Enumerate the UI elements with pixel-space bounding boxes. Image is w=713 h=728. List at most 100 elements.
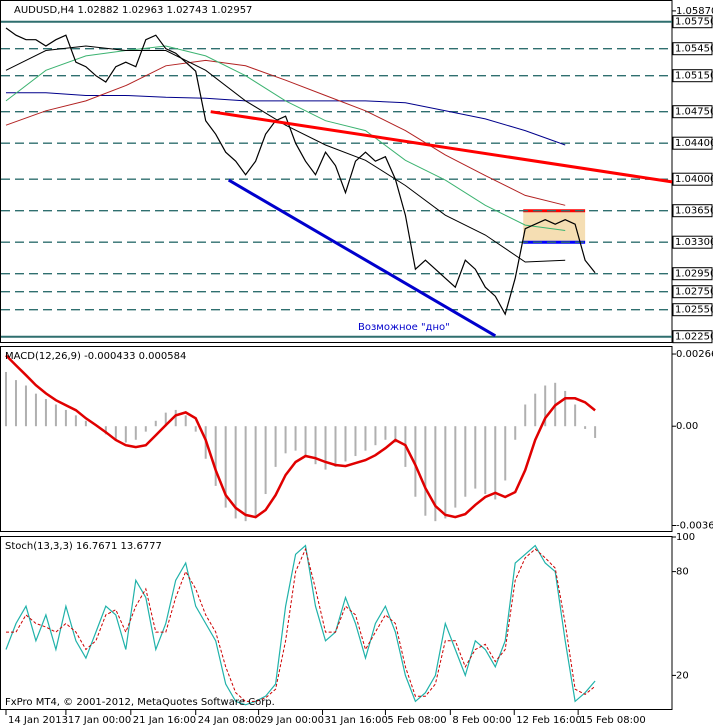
level-label: 1.04750 [675,107,713,118]
histogram-bar [484,426,487,495]
histogram-bar [504,426,507,481]
histogram-bar [104,426,107,435]
level-label-box [672,285,713,299]
histogram-bar [464,426,467,497]
histogram-bar [354,426,357,457]
histogram-bar [74,415,77,427]
level-label-box [672,172,713,186]
histogram-bar [424,426,427,516]
panel-frame [0,0,673,343]
level-label: 1.05450 [675,44,713,55]
histogram-bar [164,412,167,427]
level-label: 1.05150 [675,71,713,82]
x-tick-label: 24 Jan 08:00 [198,715,261,726]
panel-title: Stoch(13,3,3) 16.7671 13.6777 [5,541,162,552]
level-label-box [672,303,713,317]
histogram-bar [284,426,287,454]
series-line [5,45,566,231]
series-line [227,178,497,338]
histogram-bar [24,385,27,427]
series-line [5,544,596,706]
histogram-bar [124,426,127,443]
histogram-bar [564,390,567,427]
level-label: 1.04400 [675,138,713,149]
x-tick-label: 12 Feb 16:00 [516,715,582,726]
histogram-bar [344,426,347,462]
y-tick-label: 20 [676,670,689,681]
histogram-bar [394,426,397,443]
level-label: 1.05750 [675,17,713,28]
series-line [5,27,596,316]
y-tick-label: 80 [676,567,689,578]
level-label-box [672,136,713,150]
histogram-bar [574,404,577,427]
level-label: 1.02250 [675,332,713,343]
histogram-bar [254,426,257,516]
histogram-bar [214,426,217,486]
level-label-box [672,69,713,83]
histogram-bar [4,371,7,427]
x-tick-label: 29 Jan 00:00 [261,715,324,726]
histogram-bar [474,426,477,489]
annotation: Возможное "дно" [358,322,450,333]
x-tick-label: 15 Feb 08:00 [580,715,646,726]
x-tick-label: 14 Jan 2013 [8,715,68,726]
panel-frame [0,536,673,710]
x-tick-label: 8 Feb 00:00 [452,715,511,726]
histogram-bar [454,426,457,508]
level-label: 1.02950 [675,269,713,280]
series-line [5,59,566,206]
histogram-bar [304,426,307,457]
level-label-box [672,42,713,56]
histogram-bar [524,404,527,427]
level-label: 1.03300 [675,237,713,248]
x-tick-label: 31 Jan 16:00 [325,715,388,726]
level-label: 1.04000 [675,174,713,185]
histogram-bar [54,404,57,427]
level-label-box [672,204,713,218]
histogram-bar [444,426,447,519]
histogram-bar [414,426,417,497]
series-line [6,547,596,702]
level-label-box [672,15,713,29]
histogram-bar [314,426,317,465]
histogram-bar [44,399,47,427]
series-line [5,354,596,519]
histogram-bar [194,426,197,432]
histogram-bar [294,426,297,451]
histogram-bar [134,426,137,440]
histogram-bar [514,426,517,440]
level-label: 1.02550 [675,305,713,316]
level-label: 1.02750 [675,287,713,298]
histogram-bar [364,426,367,451]
panel-title: MACD(12,26,9) -0.000433 0.000584 [5,351,186,362]
x-tick-label: 5 Feb 08:00 [387,715,446,726]
histogram-bar [584,426,587,429]
y-tick-label: 0.002661 [676,349,713,360]
level-label-box [672,105,713,119]
histogram-bar [84,420,87,427]
panel-title: AUDUSD,H4 1.02882 1.02963 1.02743 1.0295… [14,5,252,16]
level-label-box [672,330,713,344]
histogram-bar [274,426,277,467]
histogram-bar [244,426,247,522]
histogram-bar [114,426,117,440]
histogram-bar [374,426,377,446]
histogram-bar [494,426,497,500]
histogram-bar [14,380,17,427]
y-tick-label: 0.00 [676,421,698,432]
histogram-bar [264,426,267,495]
panel-frame [0,346,673,532]
histogram-bar [544,385,547,427]
level-label: 1.03650 [675,206,713,217]
histogram-bar [384,426,387,440]
histogram-bar [144,426,147,432]
y-tick-label: -0.00366 [676,520,713,531]
histogram-bar [34,393,37,427]
y-tick-label: 1.05870 [676,6,713,17]
histogram-bar [174,409,177,427]
histogram-bar [234,426,237,519]
x-tick-label: 17 Jan 00:00 [68,715,131,726]
level-label-box [672,235,713,249]
